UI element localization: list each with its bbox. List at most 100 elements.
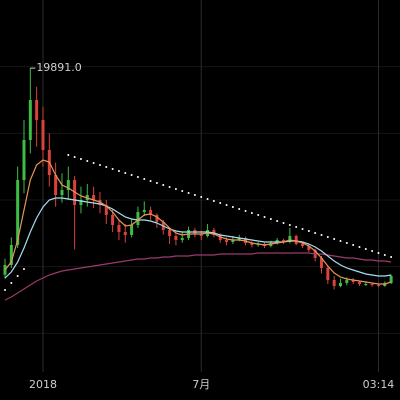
- candle-body: [376, 285, 380, 286]
- indicator-dot: [16, 275, 19, 277]
- indicator-dot: [371, 250, 374, 252]
- candle-body: [92, 195, 96, 200]
- indicator-dot: [155, 182, 158, 184]
- indicator-dot: [149, 180, 152, 182]
- candle-body: [66, 180, 70, 190]
- candle-body: [168, 230, 172, 236]
- candle-body: [79, 200, 83, 205]
- indicator-dot: [174, 188, 177, 190]
- x-tick-label: 2018: [29, 378, 57, 391]
- indicator-dot: [136, 176, 139, 178]
- indicator-dot: [92, 162, 95, 164]
- indicator-dot: [124, 172, 127, 174]
- candle-body: [282, 240, 286, 242]
- indicator-dot: [67, 154, 70, 156]
- candle-body: [16, 180, 20, 245]
- candle-body: [199, 234, 203, 236]
- indicator-line: [4, 197, 392, 279]
- indicator-dot: [345, 242, 348, 244]
- candle-body: [123, 232, 127, 235]
- candle-body: [142, 210, 146, 212]
- candle-body: [9, 245, 13, 265]
- indicator-dot: [4, 289, 6, 291]
- candle-body: [250, 243, 254, 245]
- candle-body: [326, 268, 330, 280]
- indicator-dot: [130, 174, 133, 176]
- high-label: 19891.0: [36, 61, 82, 74]
- indicator-dot: [181, 190, 184, 192]
- candle-body: [357, 282, 361, 284]
- candle-body: [345, 280, 349, 283]
- indicator-dot: [168, 186, 171, 188]
- candle-body: [301, 244, 305, 246]
- candle-body: [288, 236, 292, 242]
- candle-body: [294, 236, 298, 244]
- indicator-dot: [143, 178, 146, 180]
- indicator-dot: [225, 204, 228, 206]
- candle-body: [225, 240, 229, 242]
- indicator-dot: [269, 218, 272, 220]
- candle-body: [60, 190, 64, 195]
- candle-body: [41, 120, 45, 150]
- candle-body: [320, 258, 323, 268]
- indicator-dot: [263, 216, 266, 218]
- indicator-dot: [320, 234, 323, 236]
- candle-body: [117, 225, 121, 232]
- candle-body: [237, 238, 241, 240]
- indicator-dot: [301, 228, 304, 230]
- candle-body: [389, 276, 393, 283]
- candle-body: [180, 238, 184, 240]
- candle-body: [28, 100, 32, 140]
- indicator-dot: [307, 230, 310, 232]
- indicator-dot: [231, 206, 234, 208]
- candle-body: [130, 225, 134, 235]
- indicator-dot: [295, 226, 298, 228]
- indicator-dot: [79, 158, 82, 160]
- indicator-dot: [219, 202, 222, 204]
- indicator-dot: [352, 244, 355, 246]
- candle-body: [174, 236, 178, 240]
- indicator-dot: [288, 224, 291, 226]
- indicator-dot: [377, 252, 380, 254]
- indicator-dot: [73, 156, 76, 158]
- indicator-dot: [244, 210, 247, 212]
- indicator-dot: [257, 214, 260, 216]
- indicator-dot: [117, 170, 120, 172]
- indicator-dot: [193, 194, 196, 196]
- indicator-dot: [111, 168, 114, 170]
- candle-body: [332, 280, 336, 286]
- indicator-dot: [390, 256, 393, 258]
- indicator-dot: [282, 222, 285, 224]
- candle-body: [54, 175, 58, 195]
- candle-body: [370, 284, 374, 285]
- indicator-dot: [105, 166, 108, 168]
- candle-body: [22, 140, 26, 180]
- indicator-dot: [187, 192, 190, 194]
- candle-body: [231, 240, 235, 242]
- candle-body: [155, 215, 159, 222]
- candle-body: [338, 283, 342, 286]
- indicator-dot: [238, 208, 241, 210]
- indicator-dot: [364, 248, 367, 250]
- indicator-dot: [326, 236, 329, 238]
- indicator-dot: [212, 200, 215, 202]
- x-tick-label: 7月: [192, 378, 210, 391]
- candle-body: [307, 246, 311, 250]
- candle-body: [104, 205, 108, 215]
- candle-body: [351, 280, 355, 282]
- indicator-line: [4, 159, 392, 285]
- indicator-dot: [10, 282, 13, 284]
- x-tick-label: 03:14: [363, 378, 395, 391]
- candle-body: [364, 284, 368, 285]
- indicator-dot: [22, 268, 25, 270]
- indicator-dot: [339, 240, 342, 242]
- candle-body: [111, 215, 115, 225]
- indicator-dot: [162, 184, 165, 186]
- indicator-dot: [358, 246, 361, 248]
- indicator-dot: [383, 254, 386, 256]
- candle-body: [136, 212, 140, 225]
- indicator-dot: [200, 196, 203, 198]
- indicator-dot: [314, 232, 317, 234]
- indicator-dot: [276, 220, 279, 222]
